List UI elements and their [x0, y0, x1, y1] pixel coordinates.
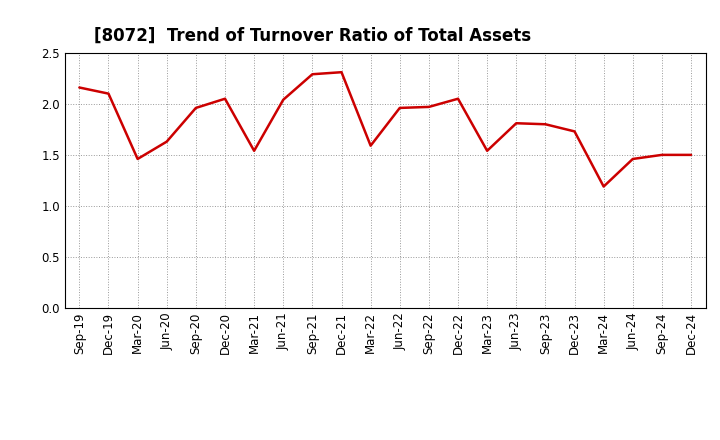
- Text: [8072]  Trend of Turnover Ratio of Total Assets: [8072] Trend of Turnover Ratio of Total …: [94, 26, 531, 44]
